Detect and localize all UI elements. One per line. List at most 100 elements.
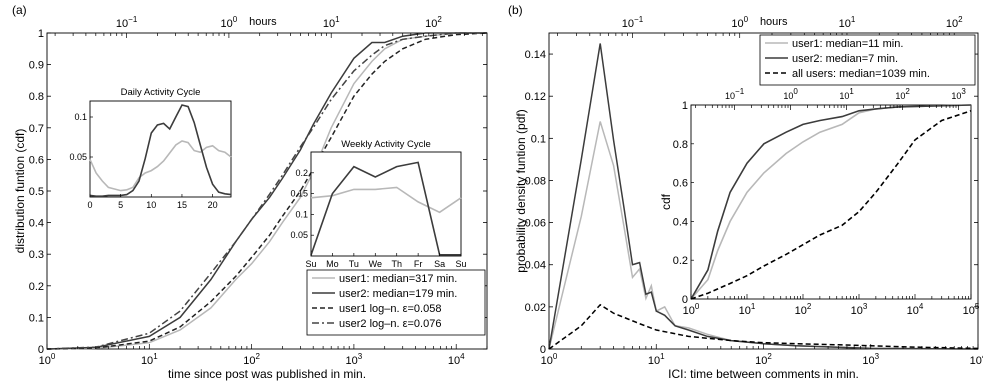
panel-b-x-tick-label: 101 [648, 352, 665, 367]
cdf-inset-top-axis-tick-label: 103 [951, 87, 966, 101]
panel-a-y-tick-label: 0.2 [29, 281, 44, 293]
daily-inset-y-tick-label: 0.05 [69, 152, 87, 162]
panel-a-legend-entry: user2 log–n. ε=0.076 [339, 318, 441, 330]
panel-b-x-axis-label: ICI: time between comments in min. [668, 367, 859, 381]
panel-b-series-line-3 [548, 303, 979, 350]
cdf-inset-top-axis-tick-label: 102 [895, 87, 910, 101]
cdf-inset-y-tick-label: 0 [682, 294, 688, 306]
panel-a-series-line-2 [46, 32, 487, 350]
panel-b-top-axis-label: hours [760, 16, 788, 28]
weekly-inset-y-tick-label: 0.05 [290, 230, 308, 240]
weekly-inset-series-line-2 [310, 161, 461, 256]
panel-b-legend-entry: user2: median=7 min. [792, 53, 898, 65]
panel-a-y-tick-label: 0.8 [29, 91, 44, 103]
panel-a-y-tick-label: 1 [38, 28, 44, 40]
weekly-inset-x-tick-label: Sa [434, 259, 445, 269]
panel-a-y-axis-label: distribution funtion (cdf) [13, 129, 27, 254]
panel-b-legend-entry: user1: median=11 min. [792, 38, 903, 50]
cdf-inset-x-tick-label: 101 [739, 302, 756, 317]
cdf-inset-y-tick-label: 0.6 [673, 178, 688, 190]
panel-b-legend-box [759, 34, 976, 86]
daily-inset-x-tick-label: 15 [177, 200, 187, 210]
panel-b-top-axis-tick-label: 102 [946, 15, 963, 30]
panel-b-y-tick-label: 0.06 [525, 218, 546, 230]
panel-a-x-tick-label: 102 [243, 352, 260, 367]
weekly-inset-y-tick-label: 0.1 [295, 209, 308, 219]
panel-b-top-axis-tick-label: 100 [731, 15, 748, 30]
panel-b-x-tick-label: 100 [541, 352, 558, 367]
panel-a-x-tick-label: 100 [39, 352, 56, 367]
panel-a-series-line-4 [46, 32, 487, 350]
weekly-inset-x-tick-label: Tu [349, 259, 359, 269]
weekly-inset-title: Weekly Activity Cycle [341, 139, 431, 150]
cdf-inset-y-tick-label: 0.2 [673, 255, 688, 267]
daily-inset-title: Daily Activity Cycle [121, 87, 201, 98]
panel-a-legend-entry: user2: median=179 min. [339, 288, 457, 300]
panel-a-y-tick-label: 0.5 [29, 186, 44, 198]
daily-inset-plot-area [89, 100, 232, 198]
cdf-inset-x-tick-label: 100 [683, 302, 700, 317]
panel-a-y-tick-label: 0.3 [29, 249, 44, 261]
panel-b-series-line-2 [548, 43, 979, 350]
panel-b-y-tick-label: 0.12 [525, 91, 546, 103]
panel-b-x-tick-label: 102 [755, 352, 772, 367]
panel-a-y-tick-label: 0.7 [29, 123, 44, 135]
cdf-inset-y-tick-label: 0.8 [673, 139, 688, 151]
panel-b-legend-entry: all users: median=1039 min. [792, 68, 930, 80]
panel-b-y-tick-label: 0.08 [525, 175, 546, 187]
panel-b-y-tick-label: 0 [540, 344, 546, 356]
panel-a-y-tick-label: 0.9 [29, 60, 44, 72]
cdf-inset-x-tick-label: 103 [851, 302, 868, 317]
weekly-inset-x-tick-label: We [369, 259, 382, 269]
panel-a-legend-entry: user1 log–n. ε=0.058 [339, 303, 441, 315]
panel-a-top-axis-tick-label: 100 [221, 15, 238, 30]
cdf-inset-x-tick-label: 105 [963, 302, 980, 317]
panel-label-a: (a) [12, 3, 27, 17]
weekly-inset-x-tick-label: Th [391, 259, 402, 269]
daily-inset-x-tick-label: 10 [146, 200, 156, 210]
weekly-inset-series-line-1 [310, 186, 462, 214]
cdf-inset-top-axis-tick-label: 100 [783, 87, 798, 101]
cdf-inset-series-line-3 [690, 110, 972, 300]
cdf-inset-series-line-2 [690, 104, 972, 300]
panel-a-top-axis-tick-label: 101 [323, 15, 340, 30]
weekly-inset-y-tick-label: 0.15 [290, 189, 308, 199]
weekly-inset-x-tick-label: Fr [414, 259, 423, 269]
weekly-inset-x-tick-label: Su [305, 259, 316, 269]
cdf-inset-top-axis-tick-label: 10−1 [725, 87, 745, 101]
panel-b-x-tick-label: 103 [862, 352, 879, 367]
panel-label-b: (b) [508, 3, 523, 17]
panel-a-legend-entry: user1: median=317 min. [339, 273, 457, 285]
panel-b-y-tick-label: 0.02 [525, 302, 546, 314]
weekly-inset-plot-area [310, 151, 462, 257]
cdf-inset-plot-area [690, 104, 972, 300]
panel-b-y-tick-label: 0.1 [531, 133, 546, 145]
panel-a-y-tick-label: 0.4 [29, 218, 44, 230]
panel-a-x-tick-label: 101 [141, 352, 158, 367]
cdf-inset-x-tick-label: 104 [907, 302, 924, 317]
panel-b-y-tick-label: 0.14 [525, 49, 546, 61]
cdf-inset-y-axis-label: cdf [659, 193, 673, 210]
panel-a-y-tick-label: 0.1 [29, 312, 44, 324]
panel-a-y-tick-label: 0 [38, 344, 44, 356]
weekly-inset-x-tick-label: Mo [326, 259, 339, 269]
weekly-inset-y-tick-label: 0.2 [295, 168, 308, 178]
weekly-inset-x-tick-label: Su [455, 259, 466, 269]
panel-a-series-line-3 [46, 32, 488, 350]
panel-b-y-tick-label: 0.04 [525, 260, 546, 272]
panel-a-top-axis-tick-label: 10−1 [116, 15, 138, 30]
daily-inset-x-tick-label: 20 [208, 200, 218, 210]
cdf-inset-x-tick-label: 102 [795, 302, 812, 317]
panel-a-x-tick-label: 103 [346, 352, 363, 367]
panel-a-top-axis-tick-label: 102 [425, 15, 442, 30]
panel-a-x-axis-label: time since post was published in min. [168, 367, 366, 381]
panel-a-x-tick-label: 104 [448, 352, 465, 367]
cdf-inset-top-axis-tick-label: 101 [839, 87, 854, 101]
panel-a-top-axis-label: hours [249, 16, 277, 28]
daily-inset-x-tick-label: 0 [87, 200, 92, 210]
daily-inset-x-tick-label: 5 [118, 200, 123, 210]
panel-b-x-tick-label: 104 [970, 352, 983, 367]
cdf-inset-y-tick-label: 1 [682, 100, 688, 112]
cdf-inset-y-tick-label: 0.4 [673, 216, 688, 228]
